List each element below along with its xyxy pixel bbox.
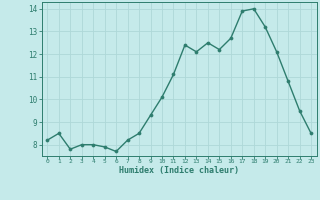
X-axis label: Humidex (Indice chaleur): Humidex (Indice chaleur) <box>119 166 239 175</box>
